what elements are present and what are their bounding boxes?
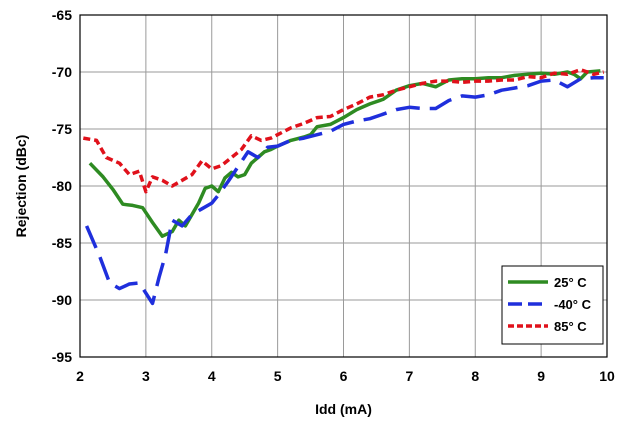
y-axis-title: Rejection (dBc) (13, 135, 29, 238)
series-line-0 (88, 69, 601, 238)
series-layer (82, 67, 605, 306)
y-tick-labels: -65 -70 -75 -80 -85 -90 -95 (52, 7, 72, 365)
y-tick-label: -95 (52, 349, 72, 365)
legend-label-2: 85° C (554, 319, 587, 334)
x-tick-label: 9 (537, 368, 545, 384)
y-tick-label: -80 (52, 178, 72, 194)
legend-label-0: 25° C (554, 275, 587, 290)
x-tick-labels: 2 3 4 5 6 7 8 9 10 (76, 368, 615, 384)
x-tick-label: 4 (208, 368, 216, 384)
x-tick-label: 2 (76, 368, 84, 384)
series-line-2 (82, 67, 605, 194)
legend-entries: 25° C -40° C 85° C (508, 275, 592, 334)
legend: 25° C -40° C 85° C (501, 265, 604, 345)
x-tick-label: 5 (274, 368, 282, 384)
y-tick-label: -70 (52, 64, 72, 80)
x-tick-label: 8 (471, 368, 479, 384)
x-tick-label: 3 (142, 368, 150, 384)
plot-area (79, 14, 608, 358)
x-axis-title: Idd (mA) (315, 401, 372, 417)
x-tick-label: 10 (599, 368, 615, 384)
series-line-1 (84, 75, 604, 306)
y-tick-label: -65 (52, 7, 72, 23)
y-tick-label: -85 (52, 235, 72, 251)
x-tick-label: 7 (405, 368, 413, 384)
y-tick-label: -90 (52, 292, 72, 308)
x-tick-label: 6 (340, 368, 348, 384)
legend-label-1: -40° C (554, 297, 592, 312)
y-tick-label: -75 (52, 121, 72, 137)
